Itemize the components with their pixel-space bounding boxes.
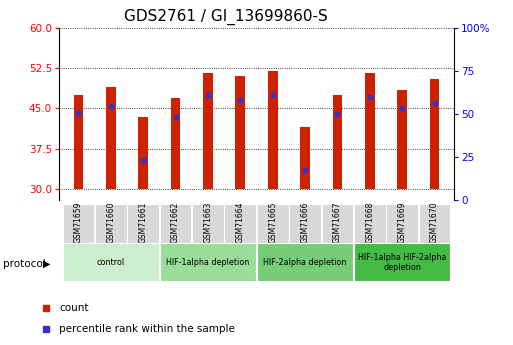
Bar bbox=[354, 243, 450, 281]
Bar bbox=[430, 79, 440, 189]
Text: GSM71664: GSM71664 bbox=[236, 202, 245, 243]
Text: HIF-1alpha HIF-2alpha
depletion: HIF-1alpha HIF-2alpha depletion bbox=[358, 253, 446, 272]
Bar bbox=[257, 204, 288, 243]
Bar bbox=[95, 204, 127, 243]
Bar bbox=[63, 243, 159, 281]
Bar bbox=[257, 243, 353, 281]
Bar bbox=[127, 204, 159, 243]
Text: GSM71670: GSM71670 bbox=[430, 202, 439, 243]
Text: GSM71659: GSM71659 bbox=[74, 202, 83, 243]
Text: control: control bbox=[97, 258, 125, 267]
Text: GSM71668: GSM71668 bbox=[365, 202, 374, 243]
Text: protocol: protocol bbox=[3, 259, 45, 269]
Bar bbox=[419, 204, 450, 243]
Bar bbox=[160, 204, 191, 243]
Text: GSM71661: GSM71661 bbox=[139, 202, 148, 243]
Text: ▶: ▶ bbox=[44, 259, 51, 269]
Bar bbox=[322, 204, 353, 243]
Bar bbox=[225, 204, 256, 243]
Bar bbox=[398, 90, 407, 189]
Text: GSM71666: GSM71666 bbox=[301, 202, 309, 243]
Text: GSM71667: GSM71667 bbox=[333, 202, 342, 243]
Bar bbox=[106, 87, 115, 189]
Bar bbox=[300, 127, 310, 189]
Bar bbox=[268, 71, 278, 189]
Text: HIF-2alpha depletion: HIF-2alpha depletion bbox=[263, 258, 347, 267]
Bar bbox=[386, 204, 418, 243]
Text: GSM71662: GSM71662 bbox=[171, 202, 180, 243]
Text: HIF-1alpha depletion: HIF-1alpha depletion bbox=[166, 258, 249, 267]
Text: percentile rank within the sample: percentile rank within the sample bbox=[59, 325, 235, 334]
Text: GSM71669: GSM71669 bbox=[398, 202, 407, 243]
Bar bbox=[63, 204, 94, 243]
Bar bbox=[171, 98, 181, 189]
Bar bbox=[235, 76, 245, 189]
Text: GSM71663: GSM71663 bbox=[204, 202, 212, 243]
Bar bbox=[289, 204, 321, 243]
Bar bbox=[192, 204, 224, 243]
Text: count: count bbox=[59, 303, 89, 313]
Text: GDS2761 / GI_13699860-S: GDS2761 / GI_13699860-S bbox=[124, 9, 328, 25]
Text: GSM71660: GSM71660 bbox=[106, 202, 115, 243]
Bar bbox=[160, 243, 256, 281]
Bar bbox=[203, 73, 213, 189]
Bar bbox=[332, 95, 342, 189]
Bar bbox=[365, 73, 374, 189]
Bar bbox=[354, 204, 386, 243]
Text: GSM71665: GSM71665 bbox=[268, 202, 277, 243]
Bar bbox=[73, 95, 83, 189]
Bar bbox=[139, 117, 148, 189]
